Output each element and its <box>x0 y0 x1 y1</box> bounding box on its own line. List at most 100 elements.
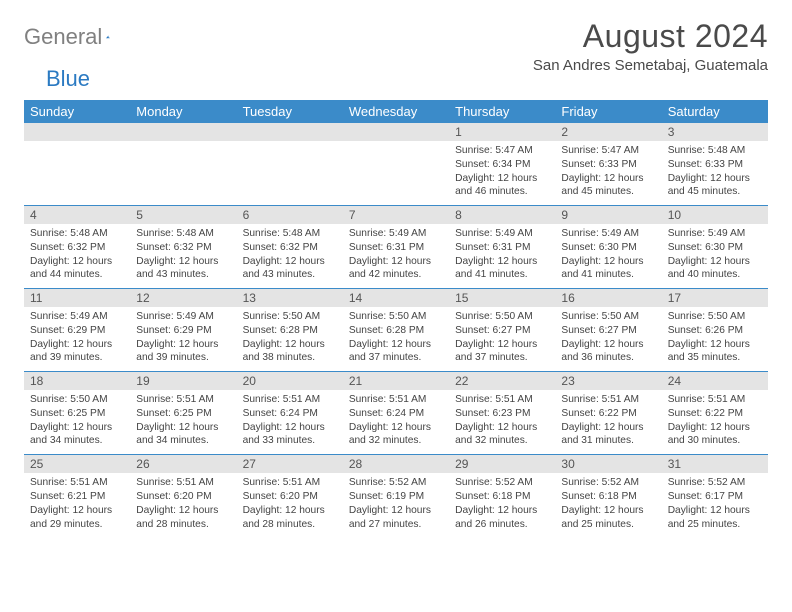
weekday-header: Friday <box>555 100 661 123</box>
daylight-text: Daylight: 12 hours and 42 minutes. <box>349 255 443 283</box>
calendar-day-cell: 1Sunrise: 5:47 AMSunset: 6:34 PMDaylight… <box>449 123 555 206</box>
day-number: 29 <box>449 455 555 473</box>
day-number: 22 <box>449 372 555 390</box>
weekday-header: Sunday <box>24 100 130 123</box>
calendar-day-cell: 25Sunrise: 5:51 AMSunset: 6:21 PMDayligh… <box>24 455 130 538</box>
calendar-week-row: 1 Sunrise: 5:47 AMSunset: 6:34 PM Daylight… <box>24 123 768 206</box>
day-number <box>130 123 236 141</box>
day-body: Sunrise: 5:49 AMSunset: 6:31 PMDaylight:… <box>343 224 449 288</box>
day-number: 18 <box>24 372 130 390</box>
sunset-text: Sunset: 6:21 PM <box>30 490 124 504</box>
calendar-table: Sunday Monday Tuesday Wednesday Thursday… <box>24 100 768 537</box>
sunset-text: Sunset: 6:24 PM <box>243 407 337 421</box>
daylight-text: Daylight: 12 hours and 39 minutes. <box>136 338 230 366</box>
sunset-text: Sunset: 6:25 PM <box>136 407 230 421</box>
sunset-text: Sunset: 6:22 PM <box>668 407 762 421</box>
daylight-text: Daylight: 12 hours and 40 minutes. <box>668 255 762 283</box>
calendar-week-row: 25Sunrise: 5:51 AMSunset: 6:21 PMDayligh… <box>24 455 768 538</box>
day-number: 27 <box>237 455 343 473</box>
day-number: 10 <box>662 206 768 224</box>
daylight-text: Daylight: 12 hours and 45 minutes. <box>668 172 762 200</box>
sunrise-text: Sunrise: 5:51 AM <box>243 476 337 490</box>
sunrise-text: Sunrise: 5:51 AM <box>243 393 337 407</box>
calendar-day-cell: 13Sunrise: 5:50 AMSunset: 6:28 PMDayligh… <box>237 289 343 372</box>
weekday-header: Tuesday <box>237 100 343 123</box>
day-body <box>24 141 130 203</box>
day-body: Sunrise: 5:52 AMSunset: 6:19 PMDaylight:… <box>343 473 449 537</box>
daylight-text: Daylight: 12 hours and 41 minutes. <box>455 255 549 283</box>
day-body: Sunrise: 5:50 AMSunset: 6:27 PMDaylight:… <box>555 307 661 371</box>
calendar-day-cell: 6Sunrise: 5:48 AMSunset: 6:32 PMDaylight… <box>237 206 343 289</box>
sunset-text: Sunset: 6:27 PM <box>561 324 655 338</box>
sunrise-text: Sunrise: 5:48 AM <box>30 227 124 241</box>
sunset-text: Sunset: 6:19 PM <box>349 490 443 504</box>
weekday-header: Wednesday <box>343 100 449 123</box>
weekday-header: Thursday <box>449 100 555 123</box>
logo-text-blue: Blue <box>46 66 90 92</box>
sunrise-text: Sunrise: 5:47 AM <box>455 144 549 158</box>
sunset-text: Sunset: 6:23 PM <box>455 407 549 421</box>
sunset-text: Sunset: 6:27 PM <box>455 324 549 338</box>
sunrise-text: Sunrise: 5:52 AM <box>668 476 762 490</box>
sunset-text: Sunset: 6:34 PM <box>455 158 549 172</box>
day-body: Sunrise: 5:48 AMSunset: 6:32 PMDaylight:… <box>130 224 236 288</box>
sunrise-text: Sunrise: 5:52 AM <box>349 476 443 490</box>
sunrise-text: Sunrise: 5:48 AM <box>136 227 230 241</box>
day-number: 2 <box>555 123 661 141</box>
sunset-text: Sunset: 6:20 PM <box>243 490 337 504</box>
calendar-day-cell: 21Sunrise: 5:51 AMSunset: 6:24 PMDayligh… <box>343 372 449 455</box>
day-number: 24 <box>662 372 768 390</box>
daylight-text: Daylight: 12 hours and 37 minutes. <box>455 338 549 366</box>
day-body: Sunrise: 5:51 AMSunset: 6:24 PMDaylight:… <box>343 390 449 454</box>
calendar-day-cell: 30Sunrise: 5:52 AMSunset: 6:18 PMDayligh… <box>555 455 661 538</box>
daylight-text: Daylight: 12 hours and 31 minutes. <box>561 421 655 449</box>
sunrise-text: Sunrise: 5:50 AM <box>668 310 762 324</box>
daylight-text: Daylight: 12 hours and 28 minutes. <box>136 504 230 532</box>
logo-text-gray: General <box>24 24 102 50</box>
sunrise-text: Sunrise: 5:51 AM <box>455 393 549 407</box>
daylight-text: Daylight: 12 hours and 44 minutes. <box>30 255 124 283</box>
day-number: 8 <box>449 206 555 224</box>
day-number: 1 <box>449 123 555 141</box>
day-body: Sunrise: 5:51 AMSunset: 6:22 PMDaylight:… <box>662 390 768 454</box>
daylight-text: Daylight: 12 hours and 34 minutes. <box>30 421 124 449</box>
daylight-text: Daylight: 12 hours and 25 minutes. <box>561 504 655 532</box>
calendar-day-cell: 3Sunrise: 5:48 AMSunset: 6:33 PMDaylight… <box>662 123 768 206</box>
daylight-text: Daylight: 12 hours and 32 minutes. <box>455 421 549 449</box>
day-number <box>24 123 130 141</box>
day-number: 19 <box>130 372 236 390</box>
day-body <box>237 141 343 203</box>
calendar-day-cell: 28Sunrise: 5:52 AMSunset: 6:19 PMDayligh… <box>343 455 449 538</box>
calendar-day-cell: 29Sunrise: 5:52 AMSunset: 6:18 PMDayligh… <box>449 455 555 538</box>
daylight-text: Daylight: 12 hours and 43 minutes. <box>136 255 230 283</box>
day-body: Sunrise: 5:48 AMSunset: 6:32 PMDaylight:… <box>24 224 130 288</box>
calendar-day-cell: 8Sunrise: 5:49 AMSunset: 6:31 PMDaylight… <box>449 206 555 289</box>
sunset-text: Sunset: 6:30 PM <box>561 241 655 255</box>
daylight-text: Daylight: 12 hours and 26 minutes. <box>455 504 549 532</box>
daylight-text: Daylight: 12 hours and 33 minutes. <box>243 421 337 449</box>
day-body: Sunrise: 5:51 AMSunset: 6:20 PMDaylight:… <box>237 473 343 537</box>
calendar-week-row: 11Sunrise: 5:49 AMSunset: 6:29 PMDayligh… <box>24 289 768 372</box>
sunset-text: Sunset: 6:28 PM <box>349 324 443 338</box>
calendar-day-cell: 7Sunrise: 5:49 AMSunset: 6:31 PMDaylight… <box>343 206 449 289</box>
weekday-header: Monday <box>130 100 236 123</box>
sunrise-text: Sunrise: 5:51 AM <box>30 476 124 490</box>
sunset-text: Sunset: 6:17 PM <box>668 490 762 504</box>
day-number: 13 <box>237 289 343 307</box>
calendar-day-cell: 22 Sunrise: 5:51 AMSunset: 6:23 PMDayligh… <box>449 372 555 455</box>
day-number <box>343 123 449 141</box>
daylight-text: Daylight: 12 hours and 36 minutes. <box>561 338 655 366</box>
logo-sail-icon <box>106 28 110 46</box>
calendar-day-cell: 12Sunrise: 5:49 AMSunset: 6:29 PMDayligh… <box>130 289 236 372</box>
day-body <box>343 141 449 203</box>
day-number: 30 <box>555 455 661 473</box>
sunrise-text: Sunrise: 5:50 AM <box>349 310 443 324</box>
sunset-text: Sunset: 6:31 PM <box>349 241 443 255</box>
sunrise-text: Sunrise: 5:48 AM <box>668 144 762 158</box>
sunrise-text: Sunrise: 5:49 AM <box>668 227 762 241</box>
calendar-day-cell: 19Sunrise: 5:51 AMSunset: 6:25 PMDayligh… <box>130 372 236 455</box>
sunset-text: Sunset: 6:26 PM <box>668 324 762 338</box>
location: San Andres Semetabaj, Guatemala <box>533 57 768 74</box>
day-number: 31 <box>662 455 768 473</box>
daylight-text: Daylight: 12 hours and 25 minutes. <box>668 504 762 532</box>
